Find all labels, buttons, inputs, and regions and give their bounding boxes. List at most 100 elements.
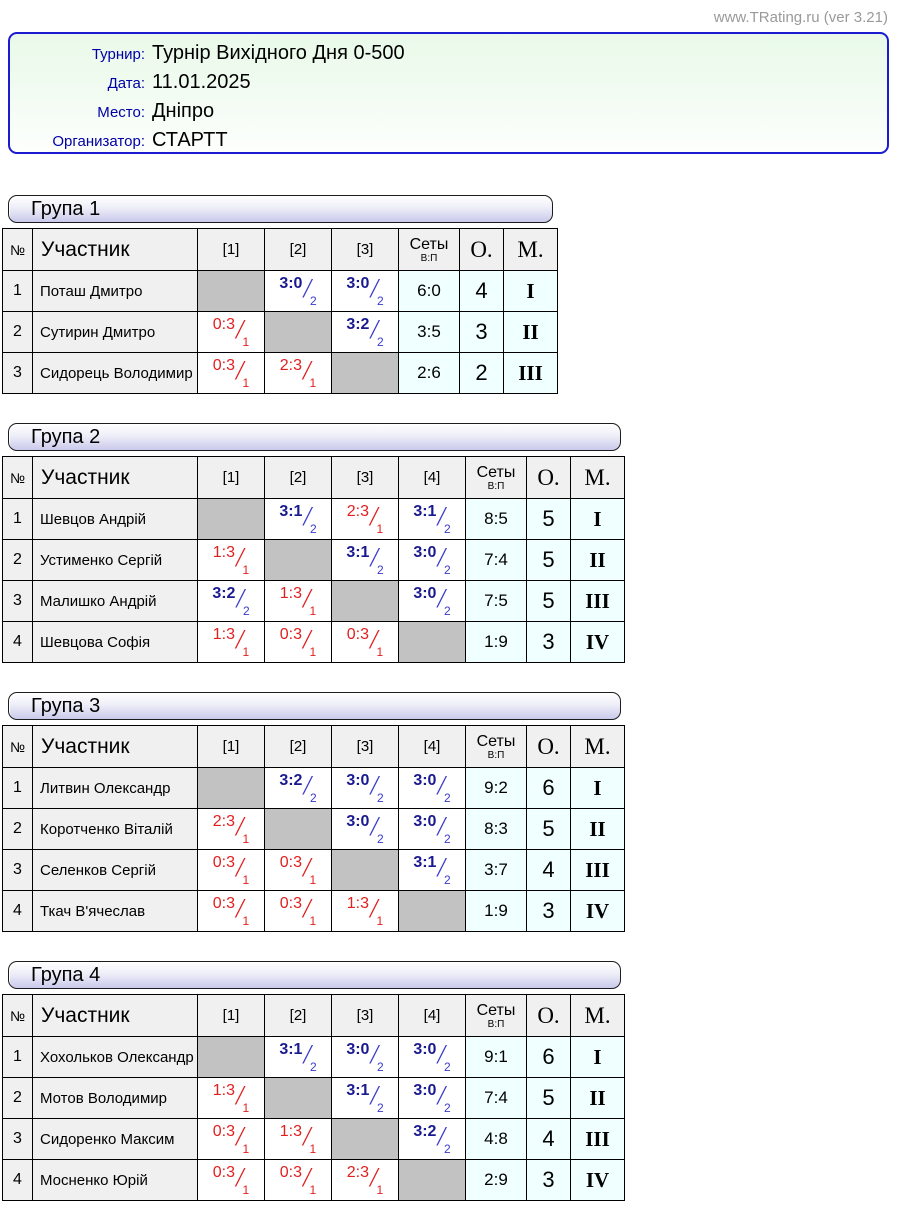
self-cell xyxy=(264,311,332,353)
score-slash: / xyxy=(236,355,244,385)
group-table: № Участник [1] [2] [3] [4] Сеты В:П О. М. 1 Литвин … xyxy=(2,725,625,932)
table-row: 2 Устименко Сергій 1:3/1 3:1/2 3:0/2 7:4 5 II xyxy=(2,539,625,581)
score-value: 0:3 xyxy=(279,895,303,912)
score-points: 2 xyxy=(443,563,451,577)
score-points: 2 xyxy=(309,791,317,805)
self-cell xyxy=(398,621,466,663)
place-value: IV xyxy=(570,621,625,663)
score-points: 2 xyxy=(376,791,384,805)
group-title: Група 3 xyxy=(31,694,101,717)
match-score: 1:3/1 xyxy=(347,892,383,927)
place-value: II xyxy=(570,808,625,850)
self-cell xyxy=(331,1118,399,1160)
score-value: 1:3 xyxy=(279,585,303,602)
match-score: 0:3/1 xyxy=(213,851,249,886)
place-value: II xyxy=(570,539,625,581)
score-slash: / xyxy=(303,770,311,800)
score-value: 3:0 xyxy=(413,813,437,830)
participant-name: Хохольков Олександр xyxy=(32,1036,198,1078)
self-cell xyxy=(264,539,332,581)
score-value: 1:3 xyxy=(212,1082,236,1099)
date-label: Дата: xyxy=(107,75,145,92)
match-cell: 3:1/2 xyxy=(331,539,399,581)
table-row: 3 Селенков Сергій 0:3/1 0:3/1 3:1/2 3:7 4 III xyxy=(2,849,625,891)
participant-name: Литвин Олександр xyxy=(32,767,198,809)
header-place: М. xyxy=(570,994,625,1037)
participant-name: Малишко Андрій xyxy=(32,580,198,622)
header-opponent: [4] xyxy=(398,725,466,768)
score-value: 2:3 xyxy=(279,357,303,374)
row-number: 3 xyxy=(2,580,33,622)
group-title: Група 2 xyxy=(31,425,101,448)
place-value: IV xyxy=(570,1159,625,1201)
score-value: 0:3 xyxy=(212,1164,236,1181)
row-number: 1 xyxy=(2,1036,33,1078)
match-score: 3:0/2 xyxy=(346,810,383,845)
date-value: 11.01.2025 xyxy=(152,71,251,93)
sets-total: 7:5 xyxy=(465,580,527,622)
points-value: 3 xyxy=(526,1159,571,1201)
score-slash: / xyxy=(303,1039,311,1069)
groups-container: Група 1 № Участник [1] [2] [3] Сеты В:П О. М. 1 Пот… xyxy=(0,195,900,1201)
group-title: Група 4 xyxy=(31,963,101,986)
points-value: 5 xyxy=(526,580,571,622)
participant-name: Сутирин Дмитро xyxy=(32,311,198,353)
match-score: 0:3/1 xyxy=(279,892,316,927)
info-row-place: Место: Дніпро xyxy=(10,100,887,129)
sets-total: 8:5 xyxy=(465,498,527,540)
score-slash: / xyxy=(236,542,244,572)
score-slash: / xyxy=(370,273,378,303)
match-score: 1:3/1 xyxy=(213,541,249,576)
row-number: 2 xyxy=(2,1077,33,1119)
participant-name: Ткач В'ячеслав xyxy=(32,890,198,932)
score-value: 0:3 xyxy=(346,626,370,643)
score-slash: / xyxy=(437,1121,445,1151)
points-value: 3 xyxy=(526,890,571,932)
score-slash: / xyxy=(303,583,311,613)
header-number: № xyxy=(2,994,33,1037)
row-number: 1 xyxy=(2,498,33,540)
score-slash: / xyxy=(437,542,445,572)
match-score: 3:0/2 xyxy=(413,582,450,617)
header-sets-label: Сеты xyxy=(476,463,516,481)
group-section: Група 4 № Участник [1] [2] [3] [4] Сеты В:П О. М. 1… xyxy=(0,961,900,1201)
group-header-bar: Група 1 xyxy=(8,195,553,223)
header-opponent: [2] xyxy=(264,456,332,499)
score-slash: / xyxy=(236,852,244,882)
score-value: 0:3 xyxy=(212,357,236,374)
points-value: 5 xyxy=(526,808,571,850)
score-slash: / xyxy=(370,1162,378,1192)
tournament-info-box: Турнир: Турнір Вихідного Дня 0-500 Дата:… xyxy=(8,32,889,154)
match-score: 0:3/1 xyxy=(280,623,316,658)
table-row: 3 Сидорець Володимир 0:3/1 2:3/1 2:6 2 III xyxy=(2,352,558,394)
match-cell: 3:0/2 xyxy=(398,1036,466,1078)
header-place: М. xyxy=(570,725,625,768)
score-points: 2 xyxy=(443,1101,451,1115)
header-number: № xyxy=(2,456,33,499)
row-number: 4 xyxy=(2,1159,33,1201)
header-place: М. xyxy=(503,228,558,271)
match-score: 3:2/2 xyxy=(212,582,249,617)
row-number: 2 xyxy=(2,539,33,581)
self-cell xyxy=(197,767,265,809)
match-cell: 3:0/2 xyxy=(331,808,399,850)
match-cell: 0:3/1 xyxy=(197,1118,265,1160)
match-cell: 0:3/1 xyxy=(264,849,332,891)
match-cell: 1:3/1 xyxy=(197,621,265,663)
place-value: II xyxy=(570,1077,625,1119)
score-slash: / xyxy=(437,1080,445,1110)
score-points: 2 xyxy=(309,1060,317,1074)
header-opponent: [3] xyxy=(331,228,399,271)
score-value: 3:1 xyxy=(413,503,437,520)
match-score: 3:1/2 xyxy=(279,1038,317,1074)
info-row-tournament: Турнир: Турнір Вихідного Дня 0-500 xyxy=(10,42,887,71)
self-cell xyxy=(331,580,399,622)
score-value: 1:3 xyxy=(279,1123,303,1140)
score-value: 0:3 xyxy=(279,1164,303,1181)
score-value: 3:2 xyxy=(413,1123,437,1140)
score-value: 3:1 xyxy=(346,544,370,561)
header-participant: Участник xyxy=(32,456,198,499)
header-place: М. xyxy=(570,456,625,499)
match-score: 3:0/2 xyxy=(413,1038,450,1073)
place-value: I xyxy=(570,767,625,809)
